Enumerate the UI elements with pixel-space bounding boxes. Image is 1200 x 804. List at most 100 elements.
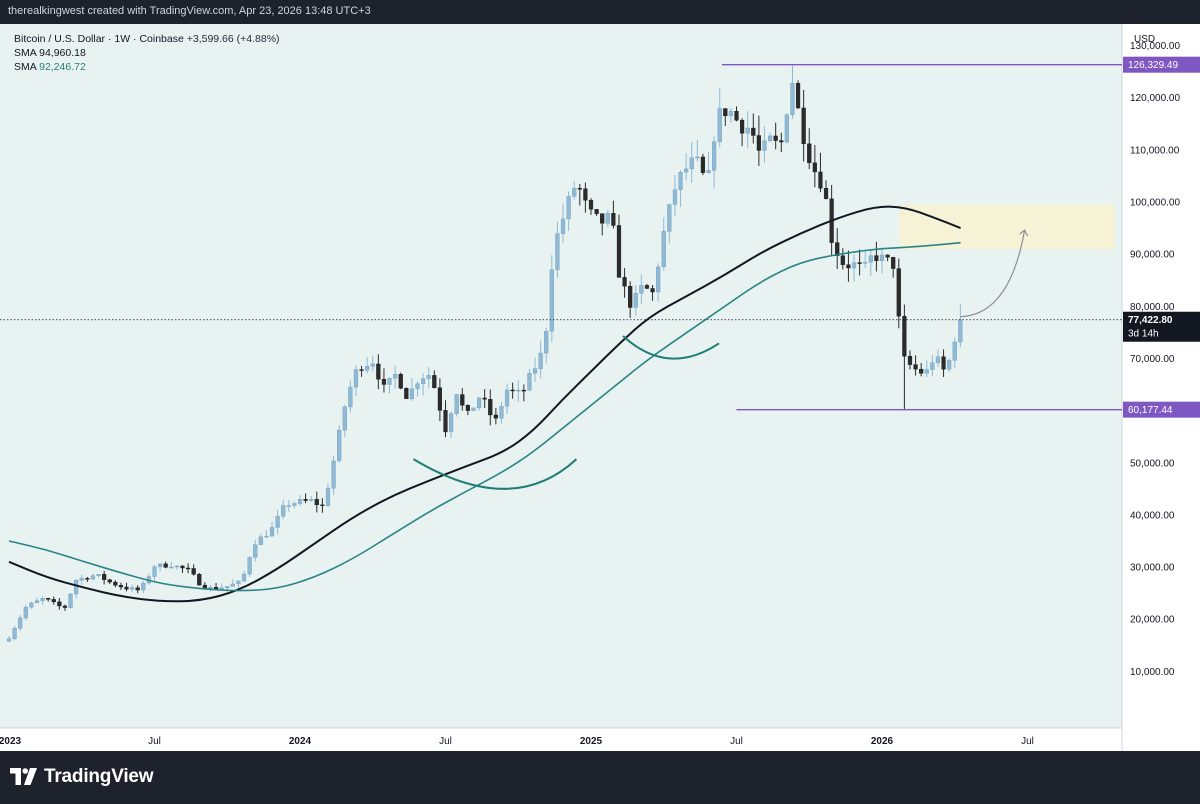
candle-body bbox=[437, 387, 443, 411]
candle-body bbox=[292, 503, 297, 506]
candle-body bbox=[247, 557, 252, 575]
candle-body bbox=[169, 566, 174, 569]
candle-body bbox=[320, 504, 325, 507]
candle bbox=[516, 380, 521, 402]
candle-body bbox=[107, 579, 112, 583]
candle bbox=[639, 274, 644, 305]
candle-body bbox=[90, 575, 96, 580]
candle-body bbox=[46, 598, 51, 600]
candle-body bbox=[527, 373, 532, 391]
candle bbox=[398, 372, 403, 390]
candle bbox=[661, 217, 666, 271]
candle bbox=[656, 263, 661, 302]
candle bbox=[34, 597, 40, 604]
candle bbox=[325, 482, 331, 507]
candle-body bbox=[549, 269, 554, 332]
candle-body bbox=[74, 580, 79, 595]
candle bbox=[896, 258, 901, 329]
candle bbox=[107, 578, 112, 585]
candle bbox=[488, 389, 493, 426]
candle bbox=[952, 337, 957, 369]
chart-frame[interactable]: 126,329.49 60,177.44 77,422.80 3d 14h 130,0… bbox=[0, 24, 1200, 751]
candle-body bbox=[751, 127, 756, 136]
candle-body bbox=[180, 565, 185, 569]
candle-body bbox=[891, 257, 896, 269]
time-axis-panel bbox=[0, 728, 1200, 751]
candle bbox=[913, 355, 918, 376]
candle-body bbox=[583, 188, 588, 201]
candle bbox=[779, 132, 784, 153]
candle bbox=[29, 601, 34, 609]
candle-body bbox=[381, 379, 387, 385]
candle bbox=[476, 396, 482, 411]
candle bbox=[68, 593, 73, 609]
candle-body bbox=[555, 233, 560, 270]
tradingview-logo[interactable]: TradingView bbox=[10, 766, 154, 788]
candle bbox=[197, 572, 202, 586]
candle bbox=[835, 228, 840, 270]
candle bbox=[812, 145, 817, 188]
candle-body bbox=[600, 213, 605, 224]
price-tick-label: 80,000.00 bbox=[1130, 302, 1175, 313]
legend-symbol: Bitcoin / U.S. Dollar · 1W · Coinbase bbox=[14, 33, 184, 45]
candle-body bbox=[656, 266, 661, 293]
candle bbox=[560, 203, 566, 244]
candle bbox=[96, 573, 101, 578]
candle-body bbox=[370, 363, 375, 367]
candle-body bbox=[275, 515, 280, 528]
candle bbox=[118, 582, 124, 590]
candle bbox=[404, 387, 409, 399]
price-tick-label: 100,000.00 bbox=[1130, 198, 1180, 209]
candle-body bbox=[297, 499, 303, 504]
support-arc bbox=[412, 458, 578, 490]
candle bbox=[672, 174, 678, 217]
candle bbox=[174, 565, 179, 570]
candle bbox=[421, 373, 426, 396]
candle-body bbox=[353, 369, 359, 388]
candle bbox=[409, 377, 415, 401]
candle-body bbox=[756, 135, 761, 151]
candle bbox=[57, 597, 62, 610]
candle bbox=[230, 579, 235, 587]
candle bbox=[874, 241, 879, 272]
candle-body bbox=[102, 574, 107, 580]
candle-body bbox=[516, 389, 521, 392]
candle-body bbox=[135, 587, 140, 591]
candle-body bbox=[197, 574, 202, 586]
candle-body bbox=[348, 386, 353, 408]
price-chart[interactable]: 126,329.49 60,177.44 77,422.80 3d 14h 130,0… bbox=[0, 24, 1200, 751]
candle bbox=[644, 283, 650, 290]
candle bbox=[482, 389, 487, 408]
current-price-label: 77,422.80 bbox=[1128, 315, 1173, 326]
candle bbox=[868, 250, 873, 277]
candle-body bbox=[532, 368, 538, 374]
candle bbox=[387, 377, 392, 394]
candle-body bbox=[34, 600, 40, 604]
candle bbox=[588, 198, 594, 215]
candle-body bbox=[157, 563, 163, 568]
candle-body bbox=[622, 277, 627, 287]
candle bbox=[762, 126, 767, 163]
candle-body bbox=[661, 231, 666, 268]
price-tick-label: 130,000.00 bbox=[1130, 41, 1180, 52]
candle bbox=[756, 115, 761, 166]
candle bbox=[712, 136, 717, 189]
candle bbox=[376, 354, 381, 390]
candle-body bbox=[236, 580, 241, 585]
legend-change: +3,599.66 (+4.88%) bbox=[186, 33, 280, 45]
candle-body bbox=[818, 171, 823, 189]
candle-body bbox=[851, 262, 857, 269]
price-axis-panel bbox=[1122, 24, 1200, 751]
candle-body bbox=[560, 218, 566, 234]
candle bbox=[253, 539, 258, 562]
candle-body bbox=[421, 378, 426, 384]
candle-body bbox=[879, 254, 885, 261]
candle-body bbox=[689, 157, 694, 170]
candle bbox=[902, 304, 907, 410]
price-tick-label: 30,000.00 bbox=[1130, 563, 1175, 574]
candle-body bbox=[941, 356, 946, 370]
candle-body bbox=[840, 255, 845, 265]
candle bbox=[885, 254, 890, 262]
candle bbox=[169, 561, 174, 569]
candle-body bbox=[812, 162, 817, 173]
